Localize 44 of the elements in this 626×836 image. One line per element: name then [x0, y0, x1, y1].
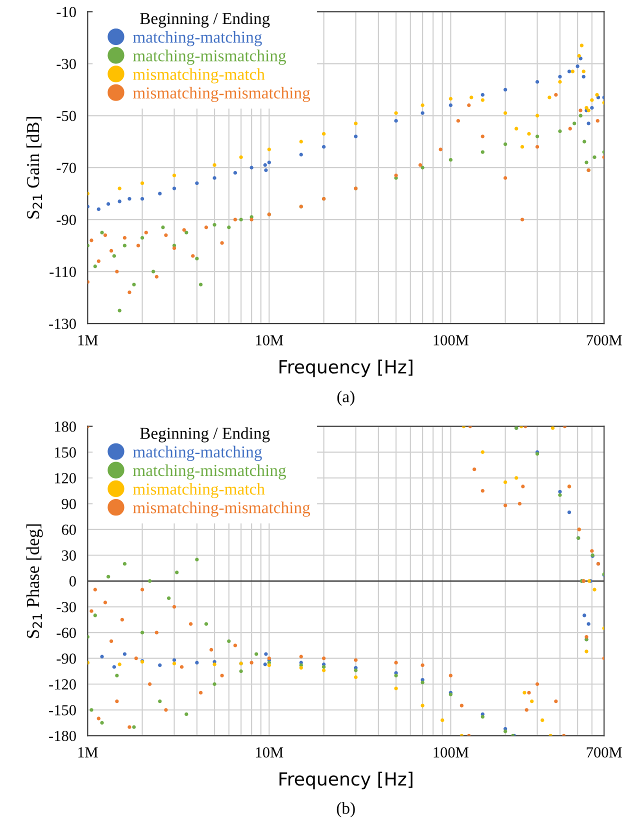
legend-label: matching-mismatching	[132, 464, 286, 480]
y-tick-label: 90	[62, 498, 76, 510]
y-tick-label: -120	[49, 679, 76, 690]
y-tick-label: 30	[62, 550, 76, 561]
y-axis-title: S$_{21}$ Phase [deg]	[26, 524, 43, 638]
y-tick-label: -150	[49, 705, 76, 716]
x-tick-label: 10M	[256, 747, 284, 758]
y-tick-label: -30	[56, 58, 76, 70]
legend-title: Beginning / Ending	[140, 427, 270, 442]
text: (a)	[337, 390, 354, 406]
legend-label: mismatching-match	[132, 68, 265, 84]
y-tick-label: 0	[69, 576, 76, 586]
x-tick-label: 700M	[586, 747, 622, 758]
y-tick-label: 180	[54, 422, 76, 432]
legend-label: mismatching-mismatching	[132, 86, 310, 102]
y-tick-label: 150	[54, 447, 76, 458]
y-tick-label: -90	[56, 653, 76, 664]
x-tick-label: 100M	[434, 335, 468, 346]
x-tick-label: 10M	[256, 335, 284, 346]
legend-title: Beginning / Ending	[140, 12, 270, 28]
y-tick-label: -110	[50, 266, 76, 278]
legend-label: mismatching-mismatching	[132, 502, 310, 517]
x-tick-label: 1M	[78, 747, 98, 758]
x-axis-title: Frequency [Hz]	[280, 772, 412, 790]
text: (b)	[336, 802, 355, 818]
legend-label: matching-matching	[132, 31, 262, 46]
y-tick-label: -50	[56, 110, 76, 122]
y-tick-label: -180	[49, 730, 76, 742]
x-tick-label: 700M	[586, 335, 622, 346]
y-tick-label: -70	[56, 162, 76, 174]
x-tick-label: 100M	[434, 747, 468, 758]
x-axis-title: Frequency [Hz]	[280, 360, 412, 378]
y-tick-label: -60	[56, 628, 76, 638]
y-tick-label: 120	[54, 473, 76, 484]
y-tick-label: -90	[56, 214, 76, 226]
y-axis-title: S$_{21}$ Gain [dB]	[26, 117, 42, 218]
legend-label: mismatching-match	[132, 482, 265, 498]
legend-label: matching-mismatching	[132, 50, 286, 65]
x-tick-label: 1M	[78, 335, 98, 346]
y-tick-label: -10	[56, 6, 76, 18]
y-tick-label: 60	[62, 524, 76, 535]
legend-label: matching-matching	[132, 446, 262, 461]
y-tick-label: -30	[56, 602, 76, 612]
y-tick-label: -130	[49, 318, 76, 329]
